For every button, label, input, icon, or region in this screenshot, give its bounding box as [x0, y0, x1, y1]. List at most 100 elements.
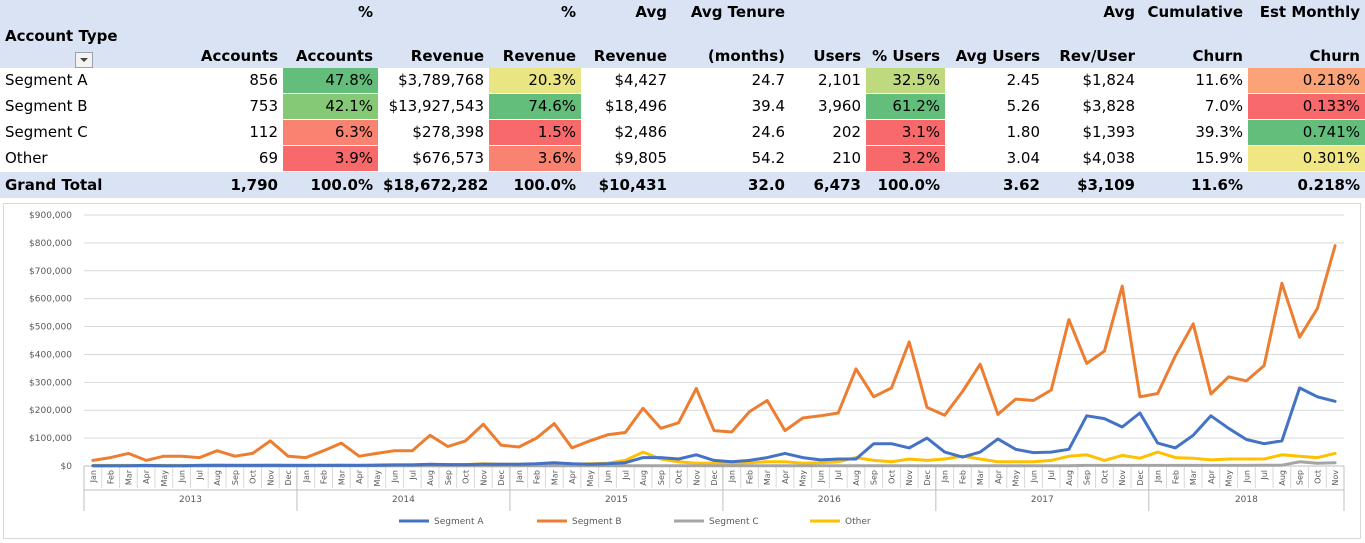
year-label: 2016: [818, 495, 841, 505]
table-row: Segment C 112 6.3% $278,398 1.5% $2,486 24.6 20…: [0, 119, 1365, 146]
x-tick-label: Jan: [302, 470, 311, 483]
header-top-5: Avg: [635, 3, 667, 21]
series-line-segment-a: [91, 386, 1337, 468]
table-cell: 0.741%: [1248, 119, 1365, 146]
x-tick-label: Oct: [462, 470, 471, 484]
x-tick-label: Jul: [621, 470, 630, 481]
row-label: Segment A: [0, 68, 183, 94]
table-cell: 202: [790, 119, 866, 146]
x-tick-label: May: [373, 470, 382, 487]
y-tick-label: $100,000: [29, 434, 72, 444]
x-tick-label: Feb: [320, 470, 329, 484]
x-tick-label: Aug: [1278, 470, 1287, 486]
header-12: Churn: [1309, 47, 1360, 65]
table-cell: 39.4: [672, 93, 790, 120]
legend-label: Segment A: [434, 517, 484, 527]
table-cell: $278,398: [378, 119, 489, 146]
x-tick-label: Aug: [1065, 470, 1074, 486]
table-cell: 32.5%: [866, 68, 945, 94]
x-tick-label: Sep: [657, 470, 666, 485]
table-cell: 3,960: [790, 93, 866, 120]
header-3: Revenue: [410, 47, 484, 65]
x-tick-label: May: [1012, 470, 1021, 487]
table-cell: 112: [183, 119, 283, 146]
x-tick-label: May: [160, 470, 169, 487]
header-top-12: Est Monthly: [1259, 3, 1360, 21]
x-tick-label: Dec: [710, 470, 719, 485]
table-cell: 7.0%: [1140, 93, 1248, 120]
x-tick-label: Sep: [1083, 470, 1092, 485]
x-tick-label: Sep: [870, 470, 879, 485]
legend-label: Segment C: [709, 517, 759, 527]
filter-dropdown-button[interactable]: [75, 52, 93, 68]
header-1: Accounts: [200, 47, 278, 65]
table-cell: 6.3%: [283, 119, 378, 146]
y-tick-label: $300,000: [29, 378, 72, 388]
header-top-7: [790, 0, 866, 24]
x-tick-label: Jan: [89, 470, 98, 483]
table-cell: 210: [790, 145, 866, 172]
table-cell: $4,427: [581, 68, 672, 94]
header-top-2: %: [357, 3, 373, 21]
x-tick-label: Jun: [816, 470, 825, 484]
x-tick-label: Oct: [675, 470, 684, 484]
table-cell: 2,101: [790, 68, 866, 94]
grand-total-cell: 1,790: [183, 171, 283, 198]
table-cell: 3.9%: [283, 145, 378, 172]
table-cell: $3,789,768: [378, 68, 489, 94]
header-top-11: Cumulative: [1147, 3, 1243, 21]
x-tick-label: Nov: [1118, 470, 1127, 486]
header-top-8: [866, 0, 945, 24]
header-top-10: Avg: [1103, 3, 1135, 21]
table-cell: $4,038: [1045, 145, 1140, 172]
row-label: Segment C: [0, 119, 183, 146]
grand-total-cell: $18,672,282: [378, 171, 489, 198]
grand-total-cell: 100.0%: [489, 171, 581, 198]
row-label: Other: [0, 145, 183, 172]
x-tick-label: Dec: [284, 470, 293, 485]
year-label: 2018: [1235, 495, 1258, 505]
table-cell: 54.2: [672, 145, 790, 172]
table-cell: 61.2%: [866, 93, 945, 120]
table-cell: 3.04: [945, 145, 1045, 172]
legend-label: Other: [845, 517, 871, 527]
row-label: Segment B: [0, 93, 183, 120]
table-cell: 11.6%: [1140, 68, 1248, 94]
x-tick-label: Nov: [905, 470, 914, 486]
year-label: 2015: [605, 495, 628, 505]
x-tick-label: Jul: [834, 470, 843, 481]
table-cell: 0.218%: [1248, 68, 1365, 94]
table-cell: 2.45: [945, 68, 1045, 94]
account-type-header-label: Account Type: [5, 27, 118, 45]
table-cell: $18,496: [581, 93, 672, 120]
x-tick-label: Mar: [976, 469, 985, 485]
table-cell: 24.6: [672, 119, 790, 146]
x-tick-label: Jan: [515, 470, 524, 483]
table-cell: 47.8%: [283, 68, 378, 94]
table-cell: 3.2%: [866, 145, 945, 172]
table-cell: 1.5%: [489, 119, 581, 146]
revenue-line-chart: $0 $100,000 $200,000 $300,000 $400,000 $500,0…: [0, 198, 1365, 540]
table-cell: $1,824: [1045, 68, 1140, 94]
x-tick-label: Nov: [479, 470, 488, 486]
x-tick-label: Mar: [763, 469, 772, 485]
table-cell: 1.80: [945, 119, 1045, 146]
year-label: 2017: [1031, 495, 1054, 505]
header-top-9: [945, 0, 1045, 24]
x-tick-label: Aug: [213, 470, 222, 486]
x-tick-label: Aug: [639, 470, 648, 486]
table-cell: 39.3%: [1140, 119, 1248, 146]
x-tick-label: May: [799, 470, 808, 487]
x-tick-label: Apr: [994, 469, 1003, 484]
header-8: % Users: [872, 47, 940, 65]
header-top-6: Avg Tenure: [690, 3, 785, 21]
x-tick-label: Apr: [142, 469, 151, 484]
x-tick-label: Jul: [408, 470, 417, 481]
x-tick-label: Feb: [1171, 470, 1180, 484]
grand-total-row: Grand Total 1,790 100.0% $18,672,282 100.0% $…: [0, 171, 1365, 198]
x-tick-label: Jan: [941, 470, 950, 483]
chart-area[interactable]: $0 $100,000 $200,000 $300,000 $400,000 $500,0…: [3, 203, 1361, 539]
year-label: 2014: [392, 495, 415, 505]
table-cell: $2,486: [581, 119, 672, 146]
header-11: Churn: [1192, 47, 1243, 65]
